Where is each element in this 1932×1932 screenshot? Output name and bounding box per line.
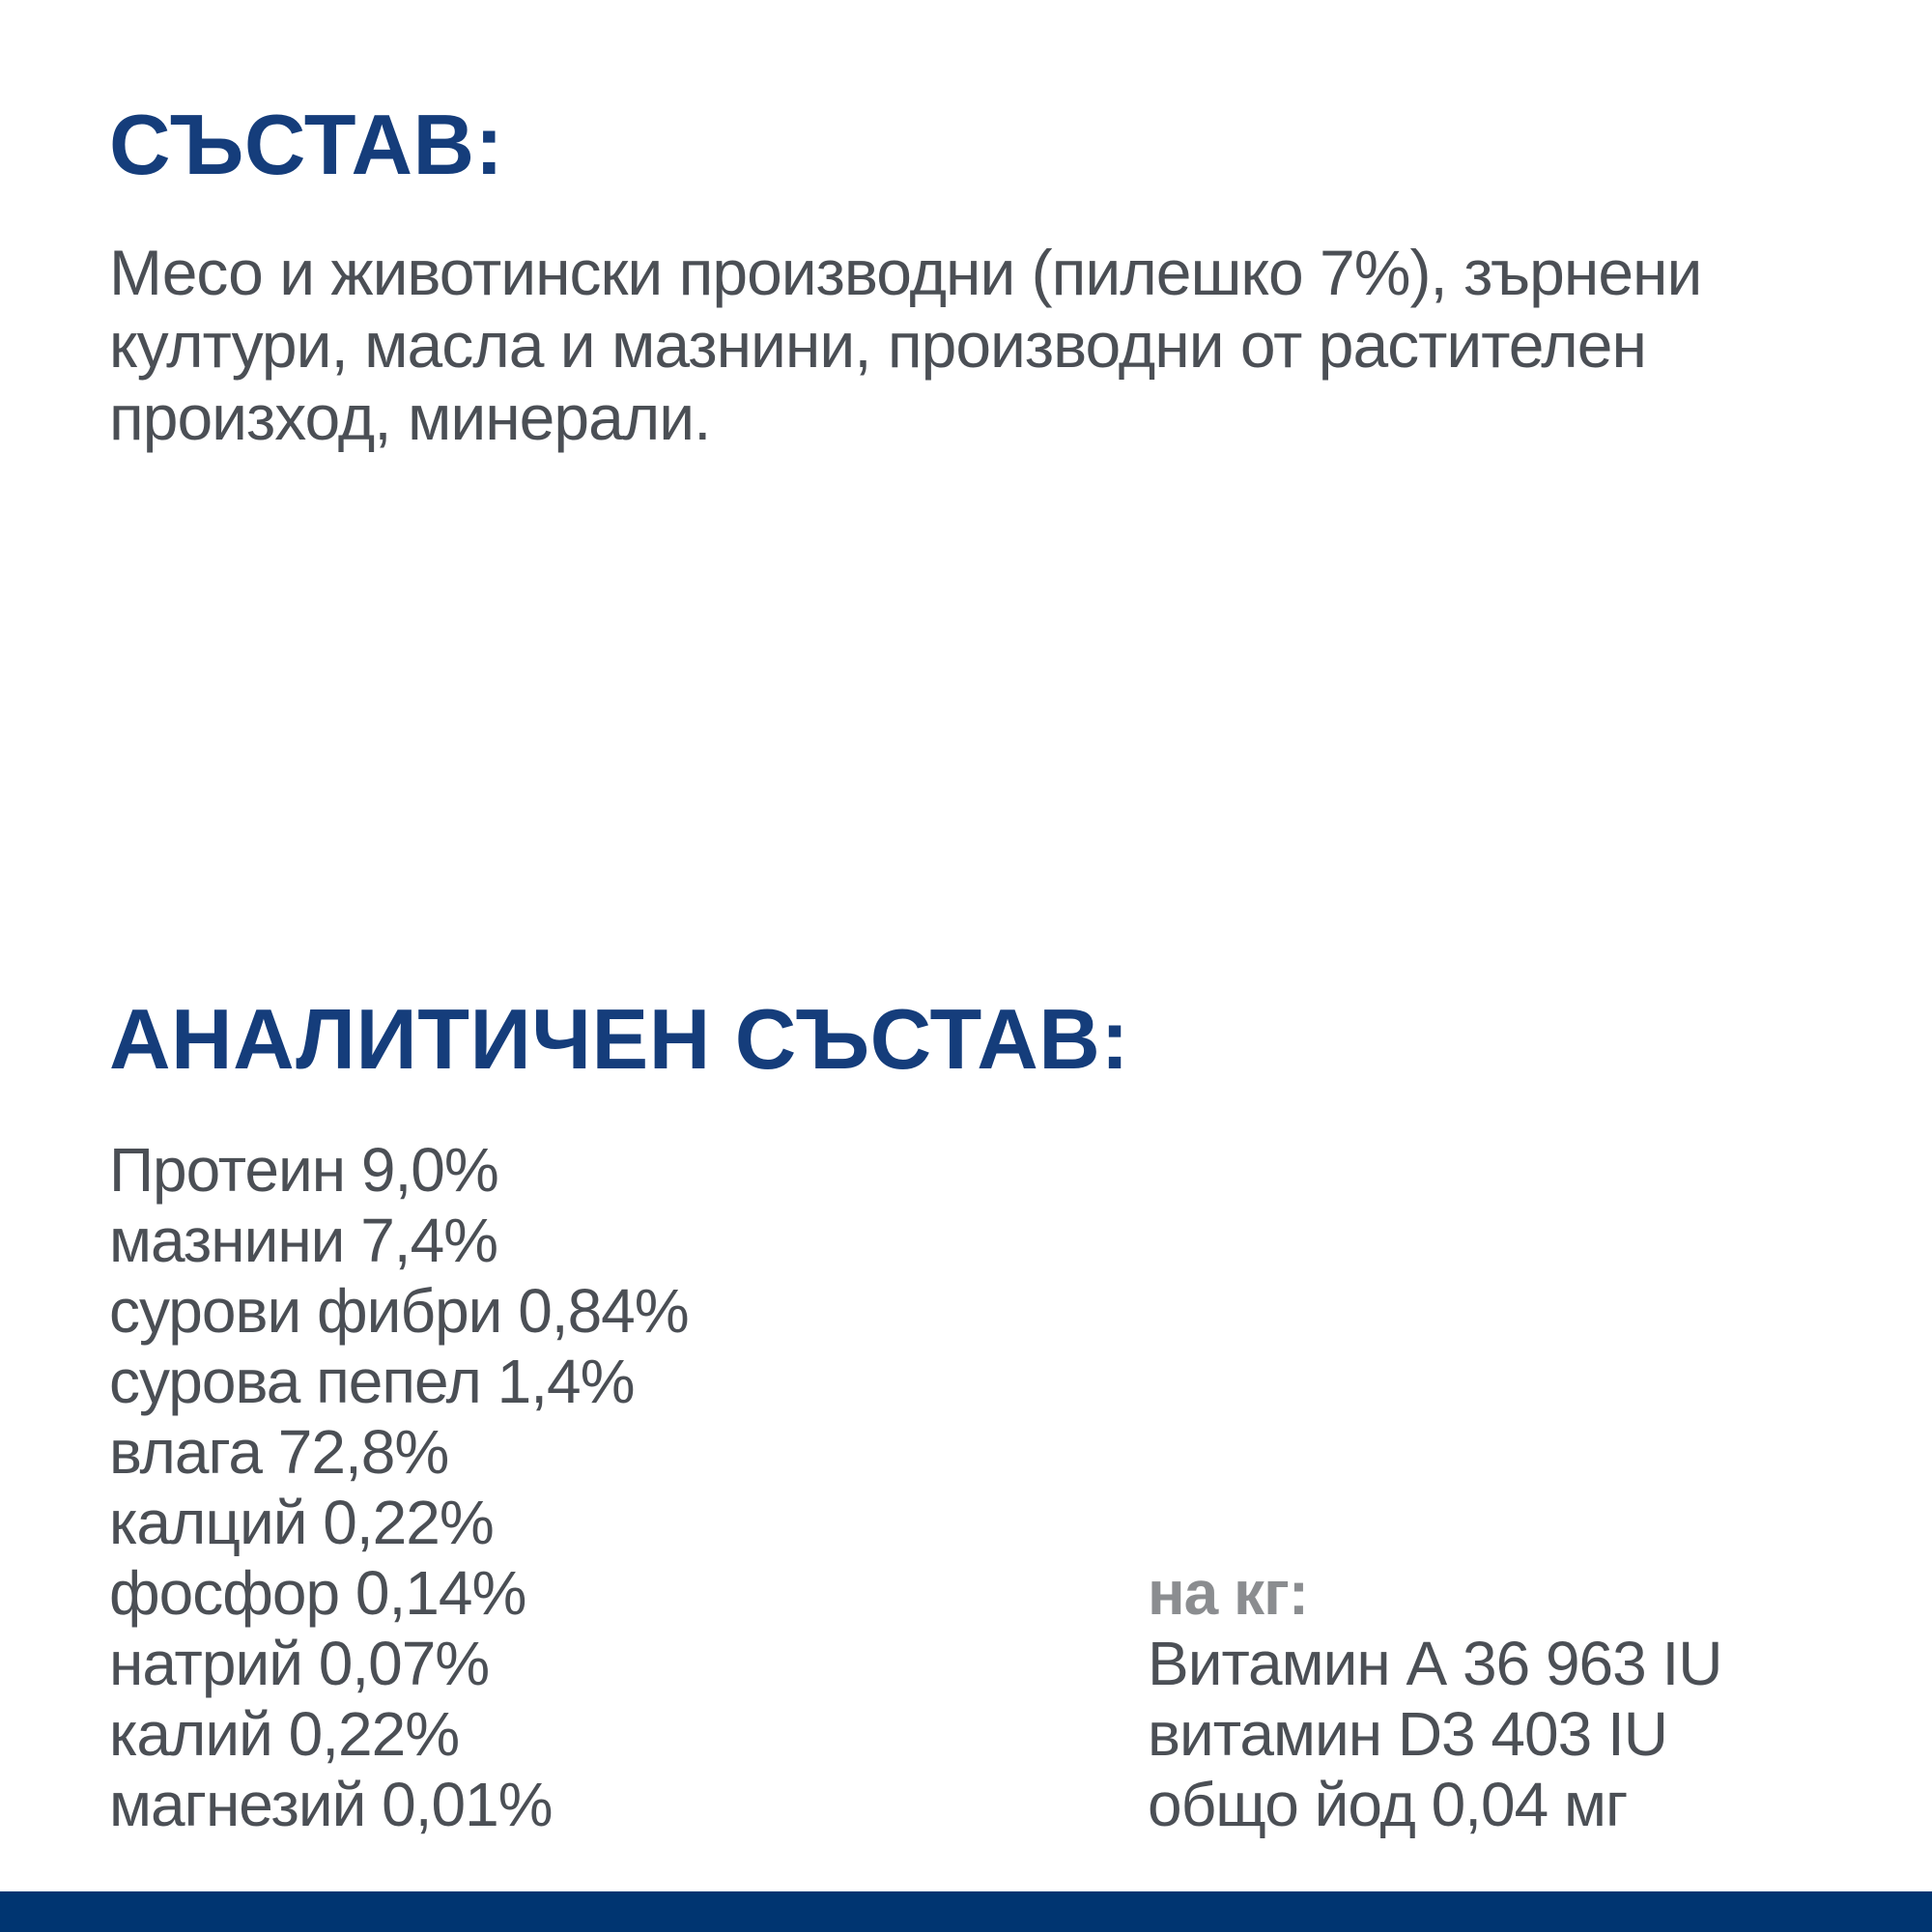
nutrient-label: влага	[109, 1417, 263, 1487]
nutrient-row: калий 0,22%	[109, 1699, 689, 1770]
nutrient-value: 0,22%	[323, 1488, 494, 1557]
nutrient-label: фосфор	[109, 1558, 340, 1628]
nutrient-value: 0,01%	[382, 1770, 553, 1839]
nutrient-value: 0,22%	[288, 1699, 460, 1769]
nutrient-label: калий	[109, 1699, 273, 1769]
nutrient-row: мазнини 7,4%	[109, 1206, 689, 1276]
nutrient-list: Протеин 9,0% мазнини 7,4% сурови фибри 0…	[109, 1135, 690, 1840]
nutrient-row: сурови фибри 0,84%	[109, 1276, 690, 1347]
nutrient-value: 0,07%	[318, 1629, 490, 1698]
nutrient-label: калций	[109, 1488, 307, 1557]
nutrient-row: натрий 0,07%	[109, 1629, 689, 1699]
nutrient-row: влага 72,8%	[109, 1417, 689, 1488]
nutrient-label: натрий	[109, 1629, 303, 1698]
per-kg-label: витамин D3	[1148, 1699, 1476, 1769]
per-kg-row: Витамин А 36 963 IU	[1148, 1629, 1722, 1699]
nutrient-value: 1,4%	[497, 1347, 636, 1416]
per-kg-label: общо йод	[1148, 1770, 1416, 1839]
nutrient-row: калций 0,22%	[109, 1488, 689, 1558]
nutrient-row: сурова пепел 1,4%	[109, 1347, 689, 1417]
nutrient-label: мазнини	[109, 1206, 345, 1275]
nutrient-row: Протеин 9,0%	[109, 1135, 689, 1206]
analysis-heading: АНАЛИТИЧЕН СЪСТАВ:	[109, 991, 1130, 1087]
per-kg-value: 0,04 мг	[1431, 1770, 1629, 1839]
nutrient-label: магнезий	[109, 1770, 366, 1839]
bottom-bar	[0, 1891, 1932, 1932]
per-kg-row: общо йод 0,04 мг	[1148, 1770, 1722, 1840]
nutrient-value: 9,0%	[360, 1135, 499, 1205]
per-kg-label: Витамин А	[1148, 1629, 1447, 1698]
per-kg-row: витамин D3 403 IU	[1148, 1699, 1722, 1770]
per-kg-heading: на кг:	[1148, 1558, 1309, 1628]
nutrient-value: 0,14%	[355, 1558, 526, 1628]
composition-body-line: произход, минерали.	[109, 382, 712, 453]
composition-body: Месо и животински производни (пилешко 7%…	[109, 237, 1702, 454]
nutrient-label: сурови фибри	[109, 1276, 502, 1346]
nutrient-label: сурова пепел	[109, 1347, 482, 1416]
nutrient-row: фосфор 0,14%	[109, 1558, 689, 1629]
per-kg-block: на кг: Витамин А 36 963 IU витамин D3 40…	[1148, 1558, 1722, 1840]
nutrient-value: 7,4%	[360, 1206, 498, 1275]
per-kg-value: 403 IU	[1491, 1699, 1668, 1769]
nutrient-value: 0,84%	[518, 1276, 689, 1346]
nutrient-label: Протеин	[109, 1135, 346, 1205]
per-kg-value: 36 963 IU	[1462, 1629, 1723, 1698]
nutrient-row: магнезий 0,01%	[109, 1770, 689, 1840]
nutrient-value: 72,8%	[277, 1417, 449, 1487]
composition-heading: СЪСТАВ:	[109, 97, 504, 192]
composition-body-line: Месо и животински производни (пилешко 7%…	[109, 237, 1702, 308]
composition-body-line: култури, масла и мазнини, производни от …	[109, 309, 1647, 381]
